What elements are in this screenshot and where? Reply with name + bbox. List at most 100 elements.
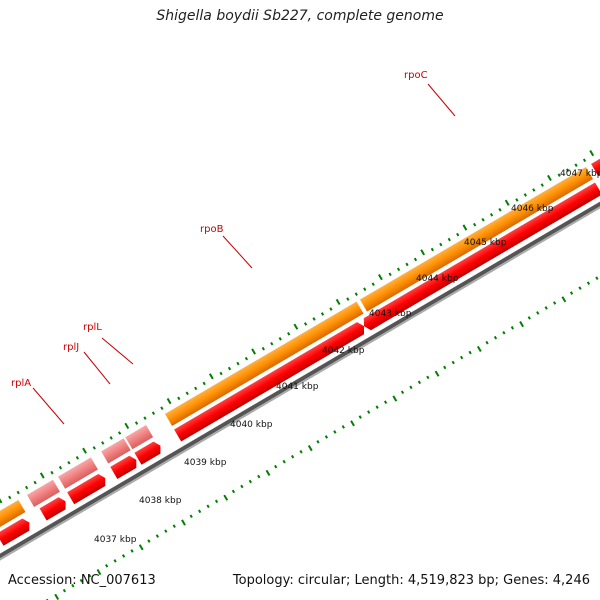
inner-tick — [426, 375, 430, 380]
outer-tick — [251, 348, 256, 355]
outer-tick — [219, 371, 223, 376]
outer-tick — [151, 411, 156, 415]
inner-tick — [316, 440, 320, 444]
gene-red-arrow-2[interactable] — [174, 320, 367, 442]
outer-tick — [413, 257, 418, 262]
gene-label-rpoC[interactable]: rpoC — [404, 70, 428, 81]
outer-tick — [329, 307, 333, 311]
outer-tick — [462, 224, 468, 231]
scale-label-4044: 4044 kbp — [416, 274, 459, 284]
outer-tick — [565, 168, 570, 172]
inner-tick — [434, 370, 440, 377]
outer-tick — [473, 222, 477, 227]
outer-tick — [16, 490, 20, 495]
inner-tick — [324, 435, 329, 439]
inner-tick — [519, 321, 524, 328]
inner-tick — [54, 593, 60, 600]
inner-tick — [71, 583, 75, 588]
gene-rplL-block[interactable] — [125, 425, 154, 450]
genome-summary-text: Topology: circular; Length: 4,519,823 bp… — [232, 573, 590, 588]
gene-rplJ-block[interactable] — [101, 438, 131, 464]
inner-tick — [198, 509, 202, 514]
outer-tick — [118, 431, 122, 435]
outer-tick — [101, 441, 105, 445]
inner-tick — [468, 350, 472, 355]
scale-label-4037: 4037 kbp — [94, 535, 137, 545]
outer-tick — [160, 406, 164, 411]
outer-tick — [293, 323, 299, 330]
outer-tick — [405, 262, 409, 267]
inner-tick — [409, 385, 413, 390]
inner-tick — [350, 420, 355, 427]
outer-tick — [540, 183, 544, 187]
gene-rplA-block[interactable] — [58, 457, 98, 489]
inner-tick — [172, 524, 176, 528]
inner-tick — [527, 316, 531, 320]
outer-tick — [504, 199, 510, 206]
outer-tick — [208, 373, 214, 380]
outer-tick — [143, 416, 147, 420]
inner-tick — [248, 479, 252, 484]
inner-tick — [451, 360, 455, 365]
inner-tick — [223, 494, 229, 501]
outer-tick — [134, 421, 139, 425]
gene-red-arrow-4[interactable] — [110, 454, 140, 479]
scale-label-4041: 4041 kbp — [276, 382, 319, 392]
gene-red-arrow-5[interactable] — [67, 472, 109, 505]
gene-red-far-right[interactable] — [591, 153, 600, 177]
gene-label-rplJ[interactable]: rplJ — [63, 342, 79, 353]
inner-tick — [367, 410, 371, 414]
gene-label-rplA[interactable]: rplA — [11, 378, 31, 389]
inner-tick — [189, 514, 193, 519]
gene-rpoC-block[interactable] — [359, 166, 593, 312]
genome-backbone — [0, 180, 600, 571]
inner-tick — [460, 355, 464, 360]
inner-tick — [88, 573, 92, 578]
outer-tick — [515, 198, 519, 202]
inner-tick — [578, 286, 582, 290]
inner-tick — [561, 296, 567, 303]
gene-rplK-block[interactable] — [27, 479, 60, 507]
outer-tick — [335, 298, 341, 306]
gene-label-leaders — [32, 83, 456, 425]
inner-tick — [586, 281, 591, 285]
gene-red-arrow-1[interactable] — [360, 182, 600, 332]
inner-tick — [358, 415, 362, 419]
outer-tick — [498, 208, 502, 212]
inner-tick — [553, 301, 557, 305]
scale-label-4047: 4047 kbp — [560, 169, 600, 179]
map-title: Shigella boydii Sb227, complete genome — [156, 8, 444, 24]
gene-red-arrow-7[interactable] — [0, 516, 33, 546]
inner-tick — [214, 499, 219, 504]
inner-tick — [392, 395, 398, 402]
outer-tick — [227, 366, 232, 371]
gene-red-arrow-3[interactable] — [134, 440, 164, 465]
inner-tick — [307, 445, 313, 452]
outer-tick — [523, 193, 527, 197]
inner-tick — [595, 276, 599, 281]
outer-tick — [33, 480, 37, 485]
gene-rpoB-block[interactable] — [165, 301, 364, 426]
inner-tick-marks — [45, 276, 599, 600]
outer-tick — [430, 247, 434, 252]
gene-red-arrow-6[interactable] — [39, 495, 70, 521]
outer-tick — [354, 292, 358, 296]
inner-tick — [443, 365, 447, 370]
outer-tick — [589, 150, 595, 157]
outer-tick — [244, 356, 249, 361]
gene-label-rpoB[interactable]: rpoB — [200, 224, 224, 235]
inner-tick — [333, 430, 337, 434]
outer-tick — [547, 174, 552, 182]
gene-label-rplL[interactable]: rplL — [83, 322, 102, 333]
gene-orange-left[interactable] — [0, 499, 26, 536]
outer-tick — [439, 242, 443, 247]
inner-tick — [417, 380, 422, 385]
outer-tick — [39, 472, 45, 479]
outer-tick — [396, 267, 401, 272]
forward-cds-lane — [0, 153, 600, 536]
inner-tick — [231, 489, 236, 494]
inner-tick — [282, 459, 286, 464]
scale-label-4042: 4042 kbp — [322, 346, 365, 356]
inner-tick — [206, 504, 210, 509]
scale-label-4045: 4045 kbp — [464, 238, 507, 248]
